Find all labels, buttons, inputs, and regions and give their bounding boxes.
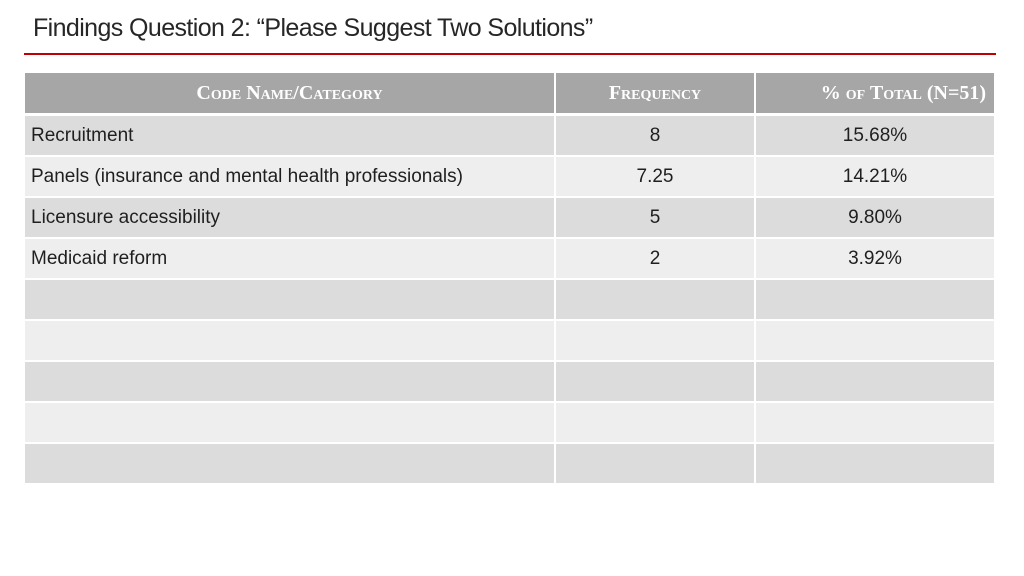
table-row: Licensure accessibility 5 9.80%: [25, 197, 994, 239]
header-code-name: Code Name/Category: [25, 73, 556, 116]
table-row: [25, 443, 994, 485]
row-frequency: [555, 361, 756, 403]
table-row: [25, 361, 994, 403]
row-percent: 14.21%: [755, 156, 994, 198]
table-header-row: Code Name/Category Frequency % of Total …: [25, 73, 994, 116]
row-frequency: [555, 279, 756, 321]
table-row: [25, 279, 994, 321]
row-percent: 15.68%: [755, 114, 994, 157]
row-percent: 3.92%: [755, 238, 994, 280]
row-name: Medicaid reform: [25, 238, 556, 280]
row-name: Panels (insurance and mental health prof…: [25, 156, 556, 198]
row-percent: [755, 402, 994, 444]
row-name: [25, 320, 556, 362]
row-name: Licensure accessibility: [25, 197, 556, 239]
table-row: Recruitment 8 15.68%: [25, 114, 994, 157]
row-frequency: [555, 320, 756, 362]
row-name: [25, 279, 556, 321]
row-name: [25, 402, 556, 444]
row-name: [25, 361, 556, 403]
row-percent: 9.80%: [755, 197, 994, 239]
row-frequency: 8: [555, 114, 756, 157]
findings-table: Code Name/Category Frequency % of Total …: [25, 73, 994, 485]
row-percent: [755, 279, 994, 321]
row-name: [25, 443, 556, 485]
row-frequency: 5: [555, 197, 756, 239]
slide-title: Findings Question 2: “Please Suggest Two…: [33, 14, 593, 42]
row-frequency: [555, 402, 756, 444]
row-percent: [755, 361, 994, 403]
row-frequency: 7.25: [555, 156, 756, 198]
table-row: [25, 320, 994, 362]
table-row: [25, 402, 994, 444]
row-percent: [755, 320, 994, 362]
header-percent-total: % of Total (N=51): [755, 73, 994, 116]
table-row: Medicaid reform 2 3.92%: [25, 238, 994, 280]
row-name: Recruitment: [25, 114, 556, 157]
table-row: Panels (insurance and mental health prof…: [25, 156, 994, 198]
row-frequency: 2: [555, 238, 756, 280]
row-percent: [755, 443, 994, 485]
title-divider: [24, 53, 996, 55]
row-frequency: [555, 443, 756, 485]
header-frequency: Frequency: [555, 73, 756, 116]
